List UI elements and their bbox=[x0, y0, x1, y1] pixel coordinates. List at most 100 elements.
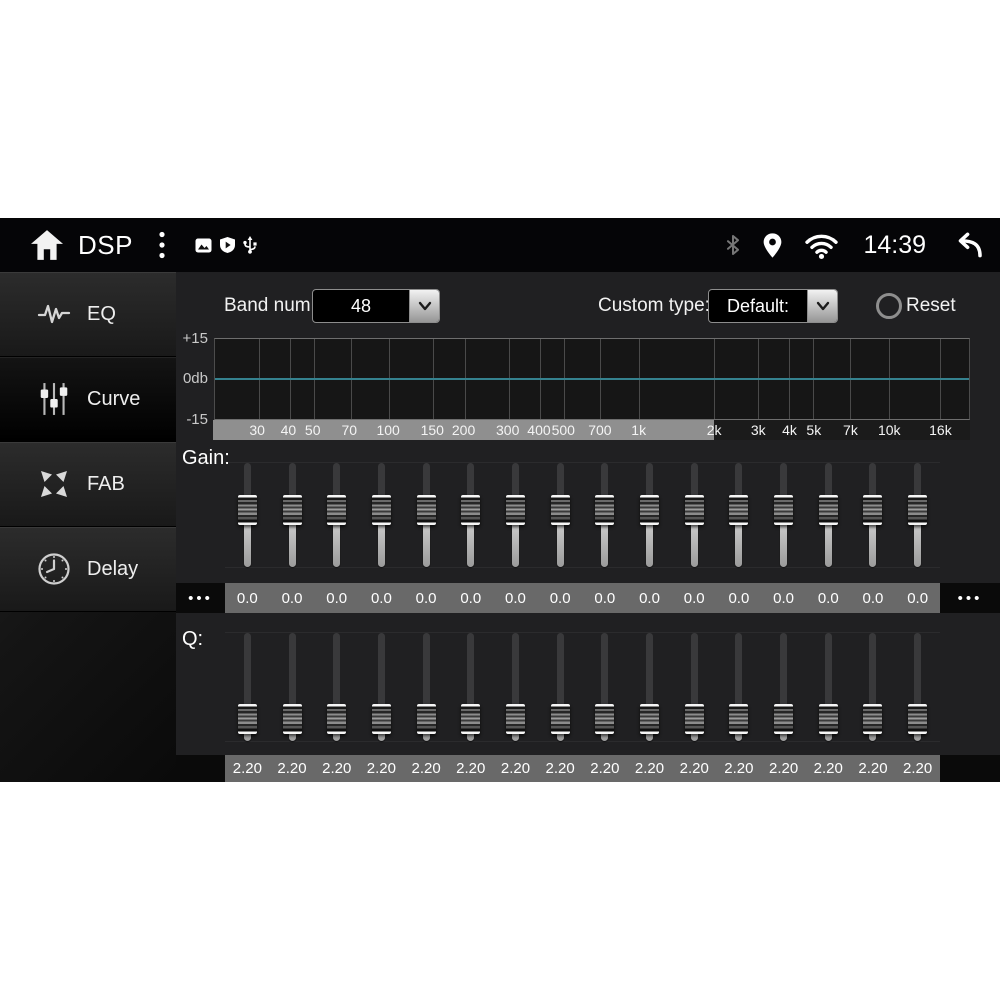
slider-thumb[interactable] bbox=[863, 704, 883, 735]
slider-thumb[interactable] bbox=[729, 494, 749, 525]
sidebar-item-delay[interactable]: Delay bbox=[0, 527, 176, 612]
gain-band-slider[interactable] bbox=[672, 463, 717, 567]
q-band-slider[interactable] bbox=[851, 633, 896, 741]
slider-thumb[interactable] bbox=[818, 704, 838, 735]
sidebar-item-curve[interactable]: Curve bbox=[0, 357, 176, 442]
select-chevron-button[interactable] bbox=[409, 290, 439, 322]
gain-value: 0.0 bbox=[594, 589, 616, 607]
eq-plot[interactable] bbox=[214, 338, 970, 420]
slider-thumb[interactable] bbox=[550, 704, 570, 735]
back-button[interactable] bbox=[950, 232, 984, 258]
band-num-select[interactable]: 48 bbox=[312, 289, 440, 323]
gain-band-slider[interactable] bbox=[225, 463, 270, 567]
slider-thumb[interactable] bbox=[774, 494, 794, 525]
slider-thumb[interactable] bbox=[237, 704, 257, 735]
slider-thumb[interactable] bbox=[908, 494, 928, 525]
gain-band-slider[interactable] bbox=[493, 463, 538, 567]
slider-thumb[interactable] bbox=[774, 704, 794, 735]
zero-db-curve-line bbox=[215, 378, 969, 380]
head-unit-screen: DSP bbox=[0, 218, 1000, 782]
slider-thumb[interactable] bbox=[908, 704, 928, 735]
q-band-slider[interactable] bbox=[717, 633, 762, 741]
freq-tick-label: 4k bbox=[782, 422, 797, 438]
gain-band-slider[interactable] bbox=[404, 463, 449, 567]
sidebar-item-eq[interactable]: EQ bbox=[0, 272, 176, 357]
slider-thumb[interactable] bbox=[282, 494, 302, 525]
shield-play-icon bbox=[219, 237, 235, 253]
slider-thumb[interactable] bbox=[595, 494, 615, 525]
q-band-slider[interactable] bbox=[761, 633, 806, 741]
slider-thumb[interactable] bbox=[505, 704, 525, 735]
gain-band-slider[interactable] bbox=[583, 463, 628, 567]
q-value: 2.20 bbox=[411, 760, 441, 777]
q-band-slider[interactable] bbox=[583, 633, 628, 741]
slider-thumb[interactable] bbox=[818, 494, 838, 525]
slider-thumb[interactable] bbox=[371, 494, 391, 525]
gain-value: 0.0 bbox=[862, 589, 884, 607]
slider-track-lower bbox=[869, 512, 877, 567]
slider-track bbox=[780, 633, 788, 741]
gain-band-slider[interactable] bbox=[538, 463, 583, 567]
slider-thumb[interactable] bbox=[461, 494, 481, 525]
q-band-slider[interactable] bbox=[806, 633, 851, 741]
q-band-slider[interactable] bbox=[538, 633, 583, 741]
custom-type-select[interactable]: Default: bbox=[708, 289, 838, 323]
q-band-slider[interactable] bbox=[359, 633, 404, 741]
slider-thumb[interactable] bbox=[282, 704, 302, 735]
gain-band-slider[interactable] bbox=[359, 463, 404, 567]
sidebar-item-label: FAB bbox=[87, 472, 125, 495]
q-band-slider[interactable] bbox=[404, 633, 449, 741]
sidebar-item-label: Delay bbox=[87, 557, 139, 580]
slider-thumb[interactable] bbox=[595, 704, 615, 735]
slider-thumb[interactable] bbox=[371, 704, 391, 735]
slider-track bbox=[422, 633, 430, 741]
gain-band-slider[interactable] bbox=[627, 463, 672, 567]
slider-thumb[interactable] bbox=[237, 494, 257, 525]
q-band-slider[interactable] bbox=[627, 633, 672, 741]
q-band-slider[interactable] bbox=[895, 633, 940, 741]
gain-band-slider[interactable] bbox=[448, 463, 493, 567]
gain-band-slider[interactable] bbox=[895, 463, 940, 567]
gain-band-slider[interactable] bbox=[314, 463, 359, 567]
overflow-dots-left[interactable]: ••• bbox=[176, 583, 225, 613]
overflow-menu-button[interactable] bbox=[155, 230, 169, 260]
q-value: 2.20 bbox=[768, 760, 799, 777]
kebab-menu-icon bbox=[159, 231, 165, 259]
slider-thumb[interactable] bbox=[640, 494, 660, 525]
slider-track bbox=[467, 633, 475, 741]
slider-thumb[interactable] bbox=[550, 494, 570, 525]
overflow-dots-right[interactable]: ••• bbox=[940, 583, 1000, 613]
q-band-slider[interactable] bbox=[270, 633, 315, 741]
home-button[interactable] bbox=[28, 228, 66, 262]
sidebar-item-fab[interactable]: FAB bbox=[0, 442, 176, 527]
gain-band-slider[interactable] bbox=[761, 463, 806, 567]
slider-thumb[interactable] bbox=[505, 494, 525, 525]
freq-tick-label: 200 bbox=[451, 422, 476, 438]
slider-thumb[interactable] bbox=[327, 494, 347, 525]
q-band-slider[interactable] bbox=[448, 633, 493, 741]
slider-thumb[interactable] bbox=[416, 704, 436, 735]
slider-thumb[interactable] bbox=[327, 704, 347, 735]
gain-value: 0.0 bbox=[907, 589, 929, 607]
slider-thumb[interactable] bbox=[684, 704, 704, 735]
slider-thumb[interactable] bbox=[416, 494, 436, 525]
slider-thumb[interactable] bbox=[461, 704, 481, 735]
q-band-slider[interactable] bbox=[493, 633, 538, 741]
gain-band-slider[interactable] bbox=[851, 463, 896, 567]
gain-band-slider[interactable] bbox=[717, 463, 762, 567]
q-band-slider[interactable] bbox=[225, 633, 270, 741]
reset-radio[interactable] bbox=[876, 293, 902, 319]
chevron-down-icon bbox=[816, 301, 829, 311]
slider-thumb[interactable] bbox=[863, 494, 883, 525]
select-chevron-button[interactable] bbox=[807, 290, 837, 322]
slider-thumb[interactable] bbox=[729, 704, 749, 735]
gain-band-slider[interactable] bbox=[270, 463, 315, 567]
slider-track bbox=[869, 633, 877, 741]
q-band-slider[interactable] bbox=[314, 633, 359, 741]
q-band-slider[interactable] bbox=[672, 633, 717, 741]
q-value: 2.20 bbox=[500, 760, 531, 777]
slider-thumb[interactable] bbox=[640, 704, 660, 735]
gain-band-slider[interactable] bbox=[806, 463, 851, 567]
slider-thumb[interactable] bbox=[684, 494, 704, 525]
